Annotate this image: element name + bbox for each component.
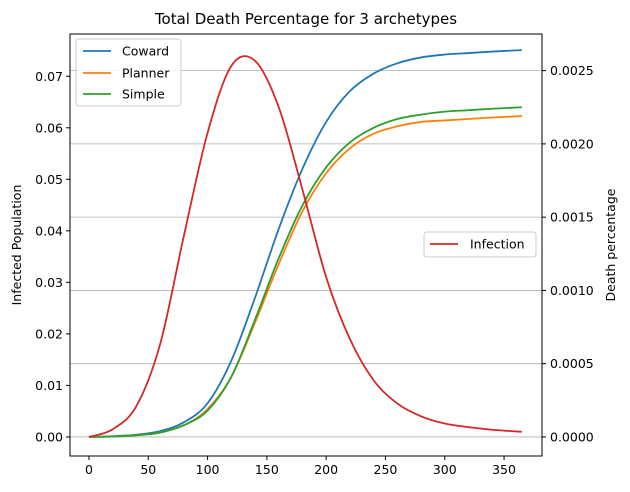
x-axis: 0 50 100 150 200 250 300 350 bbox=[85, 456, 516, 477]
x-tick-label-7: 350 bbox=[492, 462, 516, 477]
y-axis-left-title: Infected Population bbox=[9, 185, 24, 306]
x-tick-label-3: 150 bbox=[255, 462, 279, 477]
y-axis-right: 0.0000 0.0005 0.0010 0.0015 0.0020 0.0025 bbox=[542, 63, 594, 444]
x-tick-label-0: 0 bbox=[85, 462, 93, 477]
y-left-tick-label-7: 0.07 bbox=[35, 69, 63, 84]
x-tick-label-5: 250 bbox=[374, 462, 398, 477]
y-left-tick-label-5: 0.05 bbox=[35, 172, 63, 187]
plot-frame bbox=[69, 33, 543, 457]
y-left-tick-label-1: 0.01 bbox=[35, 378, 63, 393]
chart-title: Total Death Percentage for 3 archetypes bbox=[154, 10, 457, 28]
legend-right: Infection bbox=[423, 231, 537, 258]
y-right-tick-label-5: 0.0025 bbox=[550, 63, 594, 78]
y-left-tick-label-2: 0.02 bbox=[35, 326, 63, 341]
series-line-coward bbox=[88, 49, 522, 438]
legend-left: Coward Planner Simple bbox=[75, 38, 182, 107]
legend-label-infection: Infection bbox=[470, 237, 525, 252]
series-line-simple bbox=[88, 106, 522, 438]
y-left-tick-label-3: 0.03 bbox=[35, 275, 63, 290]
y-left-tick-label-4: 0.04 bbox=[35, 223, 63, 238]
series-lines bbox=[88, 49, 522, 438]
legend-left-box bbox=[75, 38, 182, 107]
legend-label-simple: Simple bbox=[122, 87, 165, 102]
x-tick-label-2: 100 bbox=[196, 462, 220, 477]
y-right-tick-label-0: 0.0000 bbox=[550, 429, 594, 444]
x-tick-label-1: 50 bbox=[140, 462, 156, 477]
x-tick-label-6: 300 bbox=[433, 462, 457, 477]
y-axis-right-title: Death percentage bbox=[603, 188, 618, 301]
legend-label-planner: Planner bbox=[122, 66, 170, 81]
series-line-infection bbox=[88, 55, 522, 438]
y-axis-left: 0.00 0.01 0.02 0.03 0.04 0.05 0.06 0.07 bbox=[35, 69, 70, 444]
y-right-tick-label-1: 0.0005 bbox=[550, 356, 594, 371]
y-right-tick-label-4: 0.0020 bbox=[550, 136, 594, 151]
y-right-tick-label-2: 0.0010 bbox=[550, 283, 594, 298]
y-right-tick-label-3: 0.0015 bbox=[550, 210, 594, 225]
legend-right-box bbox=[423, 231, 537, 258]
x-tick-label-4: 200 bbox=[314, 462, 338, 477]
legend-label-coward: Coward bbox=[122, 44, 169, 59]
y-left-tick-label-6: 0.06 bbox=[35, 120, 63, 135]
y-left-tick-label-0: 0.00 bbox=[35, 429, 63, 444]
